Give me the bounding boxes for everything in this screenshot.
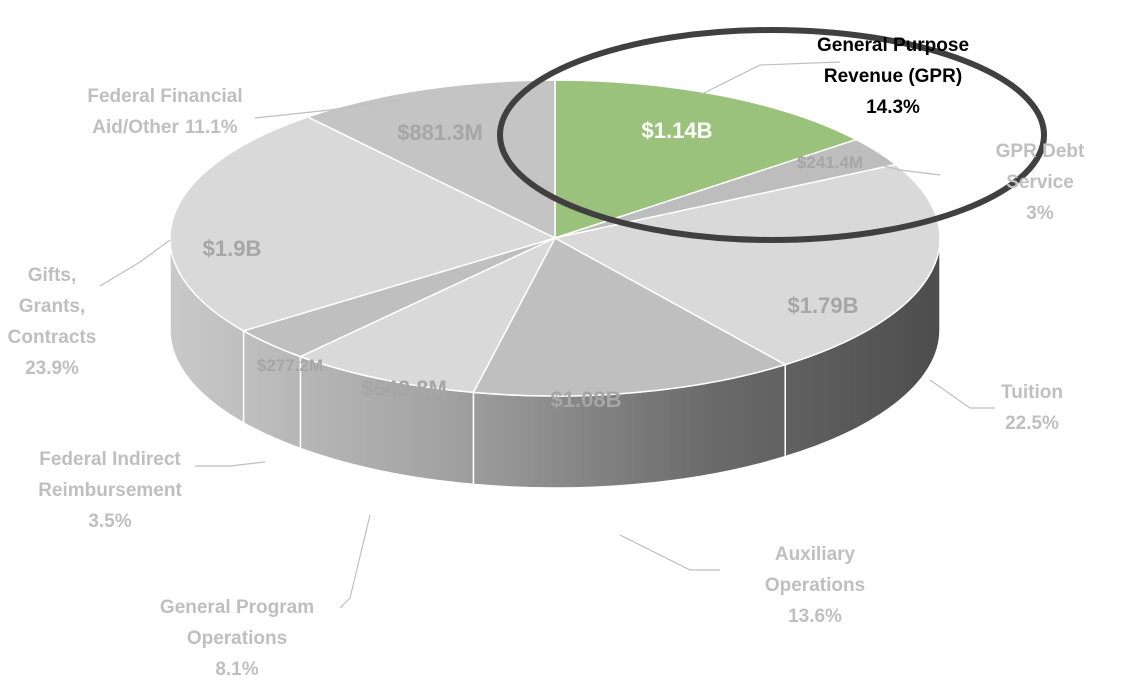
amount-label: $1.14B <box>641 118 713 143</box>
category-label: Auxiliary Operations <box>764 544 866 596</box>
slice-label: Tuition 22.5% <box>1001 377 1063 439</box>
leader-line <box>929 379 995 409</box>
slice <box>298 236 557 394</box>
amount-label: $881.3M <box>397 120 483 145</box>
slice <box>169 116 558 332</box>
pie-sides <box>169 237 941 489</box>
slice-label: GPR Debt Service 3% <box>991 136 1089 229</box>
percent-label: 22.5% <box>1005 413 1059 434</box>
leader-line <box>699 61 841 96</box>
leader-line <box>195 461 266 467</box>
amount-label: $1.79B <box>787 293 859 318</box>
percent-label: 23.9% <box>25 358 79 379</box>
slice-label: Auxiliary Operations 13.6% <box>765 539 865 632</box>
category-label: General Purpose Revenue (GPR) <box>816 35 970 87</box>
percent-label: 8.1% <box>215 659 259 680</box>
slice-label: General Program Operations 8.1% <box>160 592 314 683</box>
percent-label: 11.1% <box>184 117 238 138</box>
leader-line <box>254 99 401 119</box>
slice-label: General Purpose Revenue (GPR) 14.3% <box>817 30 969 123</box>
amount-label: $642.8M <box>361 376 447 401</box>
percent-label: 3.5% <box>88 511 132 532</box>
slice-label: Federal Financial Aid/Other 11.1% <box>87 81 242 143</box>
amount-label: $1.08B <box>550 387 622 412</box>
percent-label: 14.3% <box>866 97 920 118</box>
slice <box>554 79 859 240</box>
leader-line <box>619 534 720 571</box>
leader-line <box>339 514 371 609</box>
amount-label: $241.4M <box>796 153 864 172</box>
percent-label: 13.6% <box>788 606 842 627</box>
category-label: Gifts, Grants, Contracts <box>7 265 97 348</box>
leader-line <box>99 239 171 287</box>
category-label: Tuition <box>1001 382 1063 403</box>
category-label: GPR Debt Service <box>995 141 1085 193</box>
highlight-ellipse <box>497 27 1047 243</box>
category-label: Federal Indirect Reimbursement <box>38 449 182 501</box>
category-label: General Program Operations <box>159 597 315 649</box>
category-label: Federal Financial Aid/Other <box>87 86 243 138</box>
leader-line <box>859 159 941 176</box>
slice-label: Federal Indirect Reimbursement 3.5% <box>38 444 182 537</box>
percent-label: 3% <box>1026 203 1054 224</box>
slice-label: Gifts, Grants, Contracts 23.9% <box>8 260 97 384</box>
amount-label: $277.2M <box>256 356 324 375</box>
slice <box>552 163 941 366</box>
slice <box>472 236 788 397</box>
amount-label: $1.9B <box>202 236 262 261</box>
